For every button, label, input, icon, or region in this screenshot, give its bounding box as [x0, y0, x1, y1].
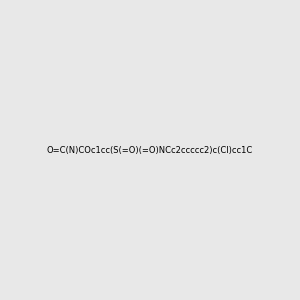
Text: O=C(N)COc1cc(S(=O)(=O)NCc2ccccc2)c(Cl)cc1C: O=C(N)COc1cc(S(=O)(=O)NCc2ccccc2)c(Cl)cc… — [47, 146, 253, 154]
